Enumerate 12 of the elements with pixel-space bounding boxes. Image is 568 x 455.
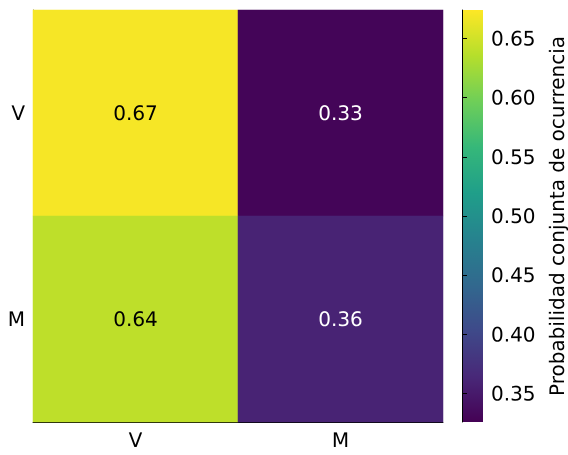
- color-bar-label: 0.40: [491, 322, 536, 346]
- data-label: 0.33: [318, 101, 363, 125]
- color-bar-label: 0.60: [491, 86, 536, 110]
- color-bar-label: 0.55: [491, 144, 536, 169]
- color-bar-title: Probabilidad conjunta de ocurrencia: [545, 36, 568, 396]
- color-bar-label: 0.50: [491, 204, 536, 228]
- data-label: 0.64: [113, 307, 158, 331]
- data-label: 0.36: [318, 307, 363, 331]
- data-label: 0.67: [113, 101, 158, 125]
- color-bar-label: 0.35: [491, 382, 536, 406]
- color-bar-label: 0.45: [491, 263, 536, 288]
- color-bar-label: 0.65: [491, 26, 536, 50]
